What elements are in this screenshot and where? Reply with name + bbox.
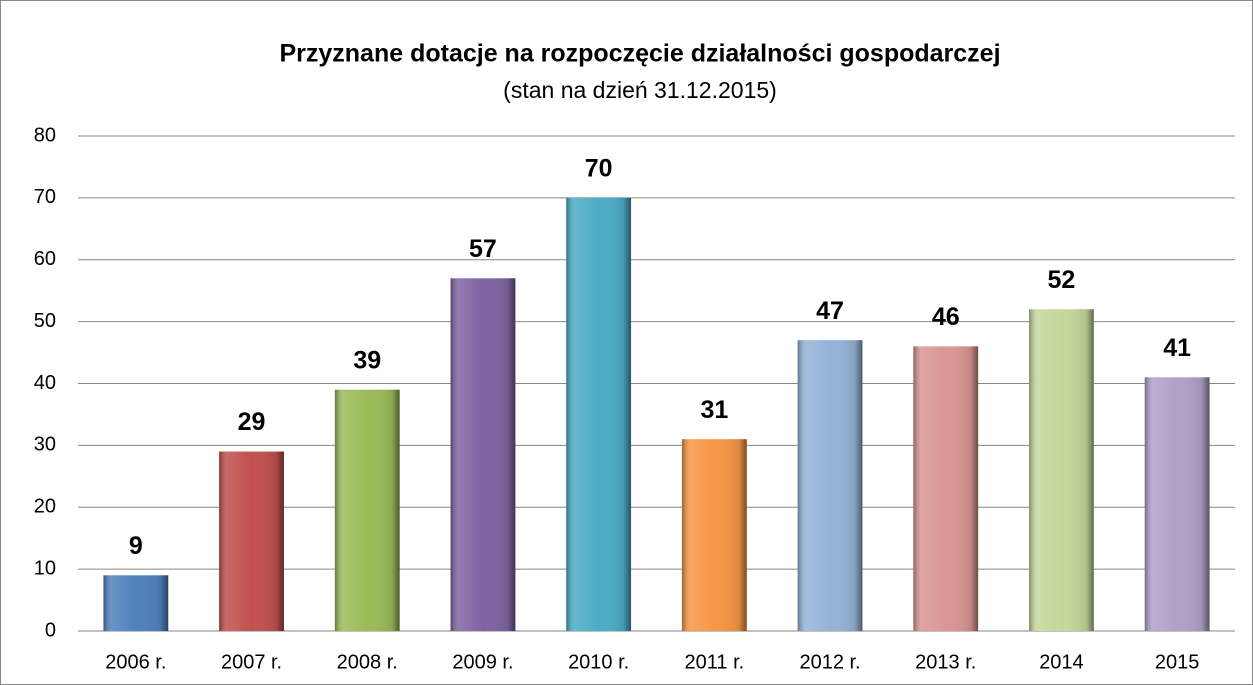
value-label: 41 [1163, 334, 1191, 362]
value-label: 47 [816, 297, 844, 325]
x-tick-label: 2015 [1155, 651, 1200, 673]
y-tick-label: 0 [45, 619, 56, 641]
y-tick-label: 30 [34, 434, 56, 456]
value-label: 57 [469, 235, 497, 263]
x-tick-label: 2012 r. [799, 651, 860, 673]
bar-shade [681, 439, 747, 631]
value-label: 70 [585, 154, 613, 182]
x-tick-label: 2009 r. [452, 651, 513, 673]
bar-shade [913, 346, 979, 631]
x-tick-label: 2010 r. [568, 651, 629, 673]
value-label: 9 [129, 532, 143, 560]
x-tick-label: 2007 r. [221, 651, 282, 673]
value-label: 29 [238, 408, 266, 436]
chart-subtitle: (stan na dzień 31.12.2015) [503, 77, 777, 103]
y-tick-label: 50 [34, 310, 56, 332]
y-tick-label: 10 [34, 557, 56, 579]
value-label: 46 [932, 303, 960, 331]
y-tick-label: 70 [34, 186, 56, 208]
x-tick-label: 2013 r. [915, 651, 976, 673]
y-tick-label: 60 [34, 248, 56, 270]
bar-shade [334, 389, 400, 631]
value-label: 39 [353, 346, 381, 374]
bar-shade [797, 340, 863, 631]
bar-shade [566, 197, 632, 631]
bar-shade [1144, 377, 1210, 631]
bar-shade [103, 575, 169, 631]
x-tick-label: 2011 r. [685, 651, 745, 673]
y-tick-label: 40 [34, 372, 56, 394]
x-tick-label: 2006 r. [105, 651, 166, 673]
value-label: 31 [700, 396, 728, 424]
value-label: 52 [1048, 266, 1076, 294]
y-tick-label: 80 [34, 124, 56, 146]
bar-shade [1029, 309, 1094, 631]
chart-title: Przyznane dotacje na rozpoczęcie działal… [279, 40, 1000, 68]
y-tick-label: 20 [34, 496, 56, 518]
bar-shade [450, 278, 516, 631]
bar-shade [219, 451, 284, 631]
x-tick-label: 2008 r. [337, 651, 398, 673]
x-tick-label: 2014 [1039, 651, 1084, 673]
